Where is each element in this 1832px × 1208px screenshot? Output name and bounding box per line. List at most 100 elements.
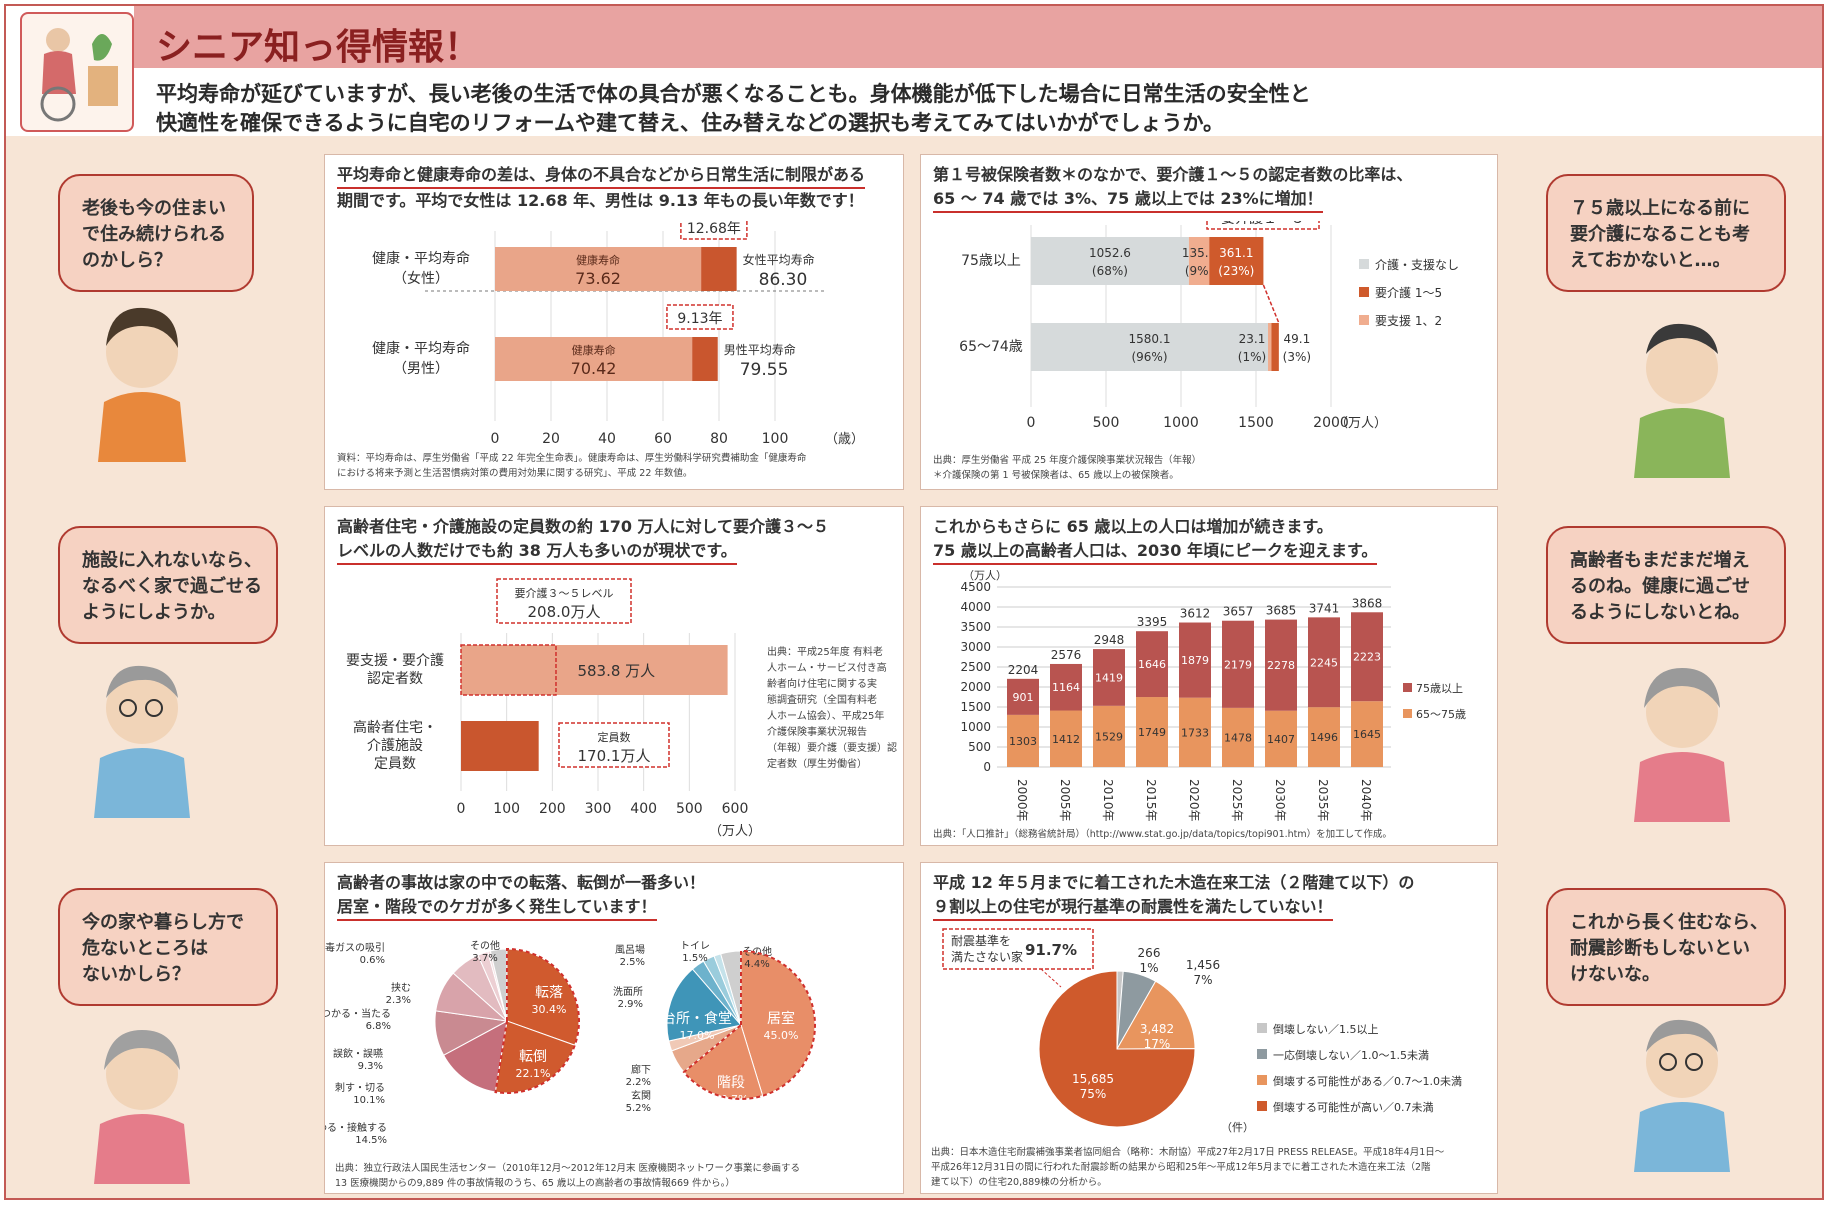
bar-65-75 bbox=[1007, 714, 1039, 767]
slice-value: 2.3% bbox=[386, 995, 411, 1006]
category-label: （女性） bbox=[393, 270, 449, 287]
total-label: 2948 bbox=[1094, 633, 1125, 647]
x-axis-unit: （歳） bbox=[825, 432, 864, 447]
grandpa-2-illustration bbox=[1634, 1019, 1730, 1172]
speech-bubble-right-2: 高齢者もまだまだ増え るのね。健康に過ごせ るようにしないとね。 bbox=[1546, 526, 1786, 644]
total-label: 3612 bbox=[1180, 607, 1211, 621]
grandpa-illustration bbox=[94, 665, 190, 818]
slice-value: 10.1% bbox=[353, 1095, 385, 1106]
slice-value: 15,685 bbox=[1072, 1072, 1114, 1086]
callout-box bbox=[558, 722, 670, 768]
y-tick-label: 2500 bbox=[960, 660, 991, 674]
x-tick-label: 2035年 bbox=[1316, 779, 1330, 822]
panel-4-title: これからもさらに 65 歳以上の人口は増加が続きます。 75 歳以上の高齢者人口… bbox=[933, 515, 1378, 565]
panel-population: これからもさらに 65 歳以上の人口は増加が続きます。 75 歳以上の高齢者人口… bbox=[920, 506, 1498, 846]
category-label: （男性） bbox=[393, 361, 449, 377]
total-label: 3657 bbox=[1223, 605, 1254, 619]
legend-label: 倒壊する可能性がある／0.7〜1.0未満 bbox=[1273, 1074, 1462, 1088]
slice-label: さわる・接触する bbox=[325, 1121, 387, 1134]
callout-value: 91.7% bbox=[1025, 941, 1077, 959]
segment-pct: (3%) bbox=[1283, 350, 1311, 364]
total-label: 3395 bbox=[1137, 615, 1168, 629]
panel-4-source: 出典：「人口推計」（総務省統計局）（http://www.stat.go.jp/… bbox=[933, 829, 1392, 840]
segment-pct: (9%) bbox=[1185, 264, 1213, 278]
bar-75-plus bbox=[1222, 620, 1254, 708]
gap-bar bbox=[701, 247, 737, 291]
slice-value: 2.5% bbox=[620, 957, 645, 968]
segment-value: 23.1 bbox=[1239, 332, 1266, 346]
x-tick-label: 400 bbox=[630, 801, 657, 817]
header: シニア知っ得情報！ 平均寿命が延びていますが、長い老後の生活で体の具合が悪くなる… bbox=[6, 6, 1822, 136]
slice-label: 誤飲・誤嚥 bbox=[333, 1047, 383, 1060]
slice-label: 居室 bbox=[767, 1010, 795, 1027]
segment-value: 361.1 bbox=[1219, 246, 1253, 260]
segment-pct: (96%) bbox=[1131, 350, 1167, 364]
slice-label: ぶつかる・当たる bbox=[325, 1007, 391, 1020]
population-chart: （万人） 0 500 1000 1500 2000 2500 3000 3500 4000 4500… bbox=[960, 569, 1466, 822]
difference-label: 9.13年 bbox=[677, 311, 722, 327]
title-bar bbox=[134, 6, 1822, 68]
page-title: シニア知っ得情報！ bbox=[156, 27, 481, 68]
bar-value: 1412 bbox=[1052, 733, 1080, 746]
capacity-bar bbox=[461, 721, 539, 771]
stacked-segment bbox=[1209, 237, 1264, 285]
legend-label: 75歳以上 bbox=[1416, 682, 1463, 695]
x-tick-label: 300 bbox=[585, 801, 612, 817]
x-tick-label: 100 bbox=[762, 431, 789, 447]
segment-pct: (68%) bbox=[1092, 264, 1128, 278]
bar-65-75 bbox=[1265, 710, 1297, 767]
bar-75-plus bbox=[1050, 663, 1082, 711]
panel-capacity: 高齢者住宅・介護施設の定員数の約 170 万人に対して要介護３～５ レベルの人数… bbox=[324, 506, 904, 846]
bar-75-plus bbox=[1179, 622, 1211, 698]
callout-label: 要介護３～５レベル bbox=[515, 586, 614, 600]
slice-label: その他 bbox=[742, 945, 772, 958]
segment-pct: (23%) bbox=[1218, 264, 1254, 278]
category-label: 要支援・要介護 bbox=[346, 653, 444, 669]
slice-label: 有毒ガスの吸引 bbox=[325, 941, 385, 954]
category-label: 介護施設 bbox=[367, 738, 423, 754]
bar-value: 1879 bbox=[1181, 654, 1209, 667]
category-label: 75歳以上 bbox=[961, 253, 1021, 269]
stacked-segment bbox=[1031, 237, 1189, 285]
legend-label: 要支援 1、2 bbox=[1375, 314, 1442, 328]
segment-value: 135.7 bbox=[1182, 246, 1216, 260]
bar-65-75 bbox=[1179, 697, 1211, 767]
x-tick-label: 0 bbox=[491, 431, 500, 447]
unit-label: （件） bbox=[1221, 1121, 1254, 1134]
panel-accidents: 高齢者の事故は家の中での転落、転倒が一番多い！ 居室・階段でのケガが多く発生して… bbox=[324, 862, 904, 1194]
x-tick-label: 0 bbox=[1027, 415, 1036, 431]
slice-pct: 7% bbox=[1193, 973, 1212, 987]
bar-value: 1529 bbox=[1095, 730, 1123, 743]
y-tick-label: 4500 bbox=[960, 580, 991, 594]
category-label: 健康・平均寿命 bbox=[372, 250, 470, 267]
bar-value: 2278 bbox=[1267, 659, 1295, 672]
healthy-value: 70.42 bbox=[571, 359, 617, 378]
y-tick-label: 500 bbox=[968, 740, 991, 754]
category-label: 認定者数 bbox=[367, 671, 423, 687]
x-tick-label: 1000 bbox=[1163, 415, 1199, 431]
y-axis-unit: （万人） bbox=[963, 569, 1007, 582]
legend-label: 一応倒壊しない／1.0〜1.5未満 bbox=[1273, 1048, 1429, 1062]
bar-value: 2179 bbox=[1224, 658, 1252, 671]
category-label: 65〜74歳 bbox=[959, 339, 1023, 355]
speech-bubble-right-3: これから長く住むなら、 耐震診断もしないとい けないな。 bbox=[1546, 888, 1786, 1006]
level-3-5-highlight bbox=[460, 644, 557, 696]
bar-value: 1646 bbox=[1138, 658, 1166, 671]
y-tick-label: 4000 bbox=[960, 600, 991, 614]
slice-label: 風呂場 bbox=[615, 943, 645, 956]
x-tick-label: 80 bbox=[710, 431, 728, 447]
x-tick-label: 100 bbox=[493, 801, 520, 817]
legend-swatch bbox=[1257, 1023, 1267, 1033]
bar-value: 583.8 万人 bbox=[577, 662, 655, 680]
bar-65-75 bbox=[1308, 707, 1340, 767]
slice-label: 転落 bbox=[535, 985, 563, 1001]
bar-value: 1645 bbox=[1353, 728, 1381, 741]
panel-3-source: 出典：平成25年度 有料老 人ホーム・サービス付き高 齢者向け住宅に関する実 態… bbox=[767, 647, 897, 770]
x-tick-label: 2040年 bbox=[1359, 779, 1373, 822]
highlight-outline bbox=[494, 947, 580, 1094]
bar-75-plus bbox=[1265, 619, 1297, 711]
intro-text: 平均寿命が延びていますが、長い老後の生活で体の具合が悪くなることも。身体機能が低… bbox=[156, 82, 1311, 135]
care-ratio-chart: 0 500 1000 1500 2000（万人） 75歳以上 1052.6 (68%) 135.… bbox=[959, 221, 1459, 431]
capacity-bar bbox=[461, 645, 728, 695]
